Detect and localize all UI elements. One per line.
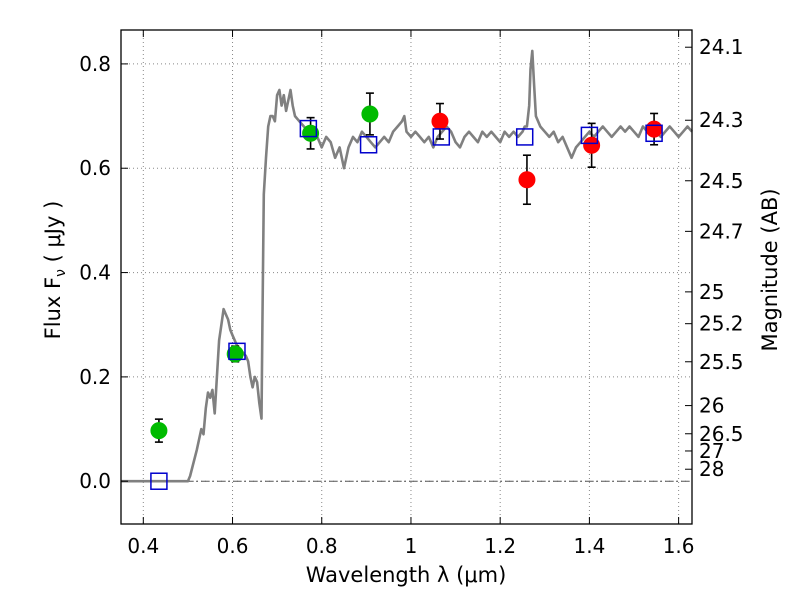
photometry-point-red — [645, 120, 663, 138]
y2-axis-label: Magnitude (AB) — [758, 188, 782, 351]
photometry-point-red — [431, 112, 449, 130]
y2-tick-label: 25.5 — [699, 350, 744, 374]
model-flux-squares — [150, 119, 663, 490]
y2-tick-label: 24.7 — [699, 219, 744, 243]
x-tick-label: 1.2 — [484, 534, 516, 558]
y-tick-label: 0.6 — [79, 156, 111, 180]
model-flux-square — [645, 124, 663, 143]
y2-tick-label: 26 — [699, 394, 724, 418]
model-flux-square — [228, 342, 246, 361]
y2-tick-label: 28 — [699, 457, 724, 481]
model-flux-square — [359, 136, 378, 154]
photometry-point-green — [150, 422, 168, 440]
x-axis-label: Wavelength λ (μm) — [306, 563, 507, 587]
y-axis-label-unit: ( μJy ) — [41, 201, 65, 269]
model-flux-square — [299, 119, 318, 138]
x-tick-label: 0.6 — [217, 534, 249, 558]
y-axis-label-sub: ν — [53, 269, 69, 277]
plot-frame — [120, 29, 693, 525]
y-tick-label: 0.4 — [79, 261, 111, 285]
y2-tick-label: 27 — [699, 439, 724, 463]
photometry-point-red — [583, 136, 601, 154]
y2-tick-label: 25 — [699, 280, 724, 304]
x-tick-label: 1.4 — [573, 534, 605, 558]
x-tick-label: 0.8 — [306, 534, 338, 558]
y-tick-label: 0.8 — [79, 52, 111, 76]
y2-tick-label: 24.1 — [699, 35, 744, 59]
y-axis-ticks: 0.0 0.2 0.4 0.6 0.8 — [79, 52, 128, 493]
model-flux-square — [580, 126, 599, 145]
y-tick-label: 0.0 — [79, 469, 111, 493]
y2-tick-label: 24.5 — [699, 169, 744, 193]
model-flux-square — [150, 472, 168, 490]
y-axis-label-main: Flux F — [41, 277, 65, 339]
photometry-point-green — [361, 105, 379, 123]
y2-tick-label: 24.3 — [699, 108, 744, 132]
y-tick-label: 0.2 — [79, 365, 111, 389]
model-spectrum-line — [121, 49, 693, 483]
photometry-point-red — [518, 171, 536, 189]
y-axis-label: Flux Fν ( μJy ) — [41, 201, 69, 340]
x-tick-label: 0.4 — [127, 534, 159, 558]
photometry-point-green — [226, 345, 244, 363]
model-flux-square — [515, 128, 534, 146]
x-tick-label: 1 — [405, 534, 418, 558]
model-flux-square — [432, 128, 451, 146]
y2-tick-label: 25.2 — [699, 312, 744, 336]
y2-tick-label: 26.5 — [699, 422, 744, 446]
x-tick-label: 1.6 — [663, 534, 695, 558]
x-axis-ticks: 0.4 0.6 0.8 1 1.2 1.4 1.6 — [127, 30, 695, 558]
